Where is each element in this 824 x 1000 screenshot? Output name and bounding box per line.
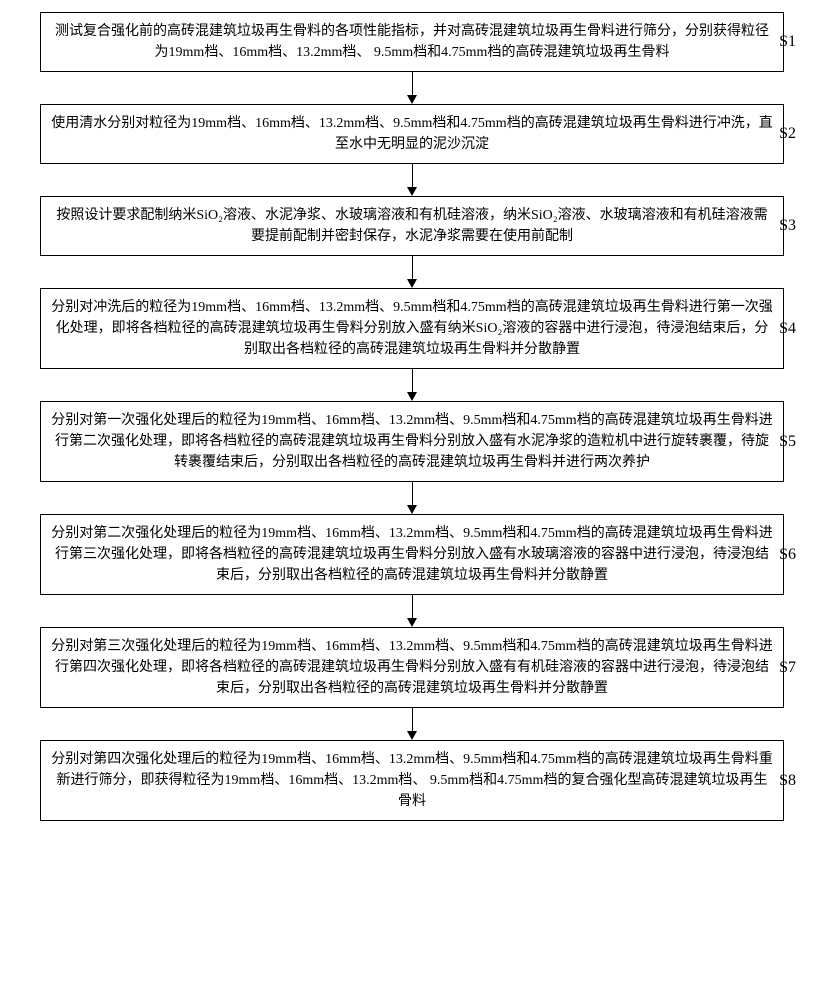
- step-row-s4: 分别对冲洗后的粒径为19mm档、16mm档、13.2mm档、9.5mm档和4.7…: [20, 288, 804, 369]
- step-box-s5: 分别对第一次强化处理后的粒径为19mm档、16mm档、13.2mm档、9.5mm…: [40, 401, 784, 482]
- arrow-head-icon: [407, 618, 417, 627]
- arrow-line: [412, 164, 413, 187]
- arrow-head-icon: [407, 392, 417, 401]
- step-box-s2: 使用清水分别对粒径为19mm档、16mm档、13.2mm档、9.5mm档和4.7…: [40, 104, 784, 164]
- step-label-s6: S6: [779, 546, 796, 564]
- step-label-s7: S7: [779, 659, 796, 677]
- step-row-s3: 按照设计要求配制纳米SiO₂溶液、水泥净浆、水玻璃溶液和有机硅溶液，纳米SiO₂…: [20, 196, 804, 256]
- arrow-head-icon: [407, 279, 417, 288]
- arrow-line: [412, 369, 413, 392]
- arrow-line: [412, 256, 413, 279]
- step-box-s8: 分别对第四次强化处理后的粒径为19mm档、16mm档、13.2mm档、9.5mm…: [40, 740, 784, 821]
- arrow-line: [412, 708, 413, 731]
- arrow-s1-s2: [407, 72, 417, 104]
- step-label-s3: S3: [779, 217, 796, 235]
- step-row-s7: 分别对第三次强化处理后的粒径为19mm档、16mm档、13.2mm档、9.5mm…: [20, 627, 804, 708]
- step-box-s1: 测试复合强化前的高砖混建筑垃圾再生骨料的各项性能指标，并对高砖混建筑垃圾再生骨料…: [40, 12, 784, 72]
- step-row-s5: 分别对第一次强化处理后的粒径为19mm档、16mm档、13.2mm档、9.5mm…: [20, 401, 804, 482]
- step-box-s4: 分别对冲洗后的粒径为19mm档、16mm档、13.2mm档、9.5mm档和4.7…: [40, 288, 784, 369]
- arrow-head-icon: [407, 505, 417, 514]
- flowchart-container: 测试复合强化前的高砖混建筑垃圾再生骨料的各项性能指标，并对高砖混建筑垃圾再生骨料…: [20, 12, 804, 821]
- arrow-line: [412, 595, 413, 618]
- arrow-s3-s4: [407, 256, 417, 288]
- step-label-s4: S4: [779, 320, 796, 338]
- step-box-s7: 分别对第三次强化处理后的粒径为19mm档、16mm档、13.2mm档、9.5mm…: [40, 627, 784, 708]
- step-box-s6: 分别对第二次强化处理后的粒径为19mm档、16mm档、13.2mm档、9.5mm…: [40, 514, 784, 595]
- step-row-s6: 分别对第二次强化处理后的粒径为19mm档、16mm档、13.2mm档、9.5mm…: [20, 514, 804, 595]
- arrow-line: [412, 72, 413, 95]
- arrow-s6-s7: [407, 595, 417, 627]
- step-label-s8: S8: [779, 772, 796, 790]
- step-row-s8: 分别对第四次强化处理后的粒径为19mm档、16mm档、13.2mm档、9.5mm…: [20, 740, 804, 821]
- step-label-s5: S5: [779, 433, 796, 451]
- arrow-head-icon: [407, 95, 417, 104]
- arrow-s2-s3: [407, 164, 417, 196]
- arrow-head-icon: [407, 187, 417, 196]
- step-label-s1: S1: [779, 33, 796, 51]
- step-row-s1: 测试复合强化前的高砖混建筑垃圾再生骨料的各项性能指标，并对高砖混建筑垃圾再生骨料…: [20, 12, 804, 72]
- arrow-line: [412, 482, 413, 505]
- arrow-head-icon: [407, 731, 417, 740]
- arrow-s5-s6: [407, 482, 417, 514]
- step-row-s2: 使用清水分别对粒径为19mm档、16mm档、13.2mm档、9.5mm档和4.7…: [20, 104, 804, 164]
- arrow-s4-s5: [407, 369, 417, 401]
- step-box-s3: 按照设计要求配制纳米SiO₂溶液、水泥净浆、水玻璃溶液和有机硅溶液，纳米SiO₂…: [40, 196, 784, 256]
- arrow-s7-s8: [407, 708, 417, 740]
- step-label-s2: S2: [779, 125, 796, 143]
